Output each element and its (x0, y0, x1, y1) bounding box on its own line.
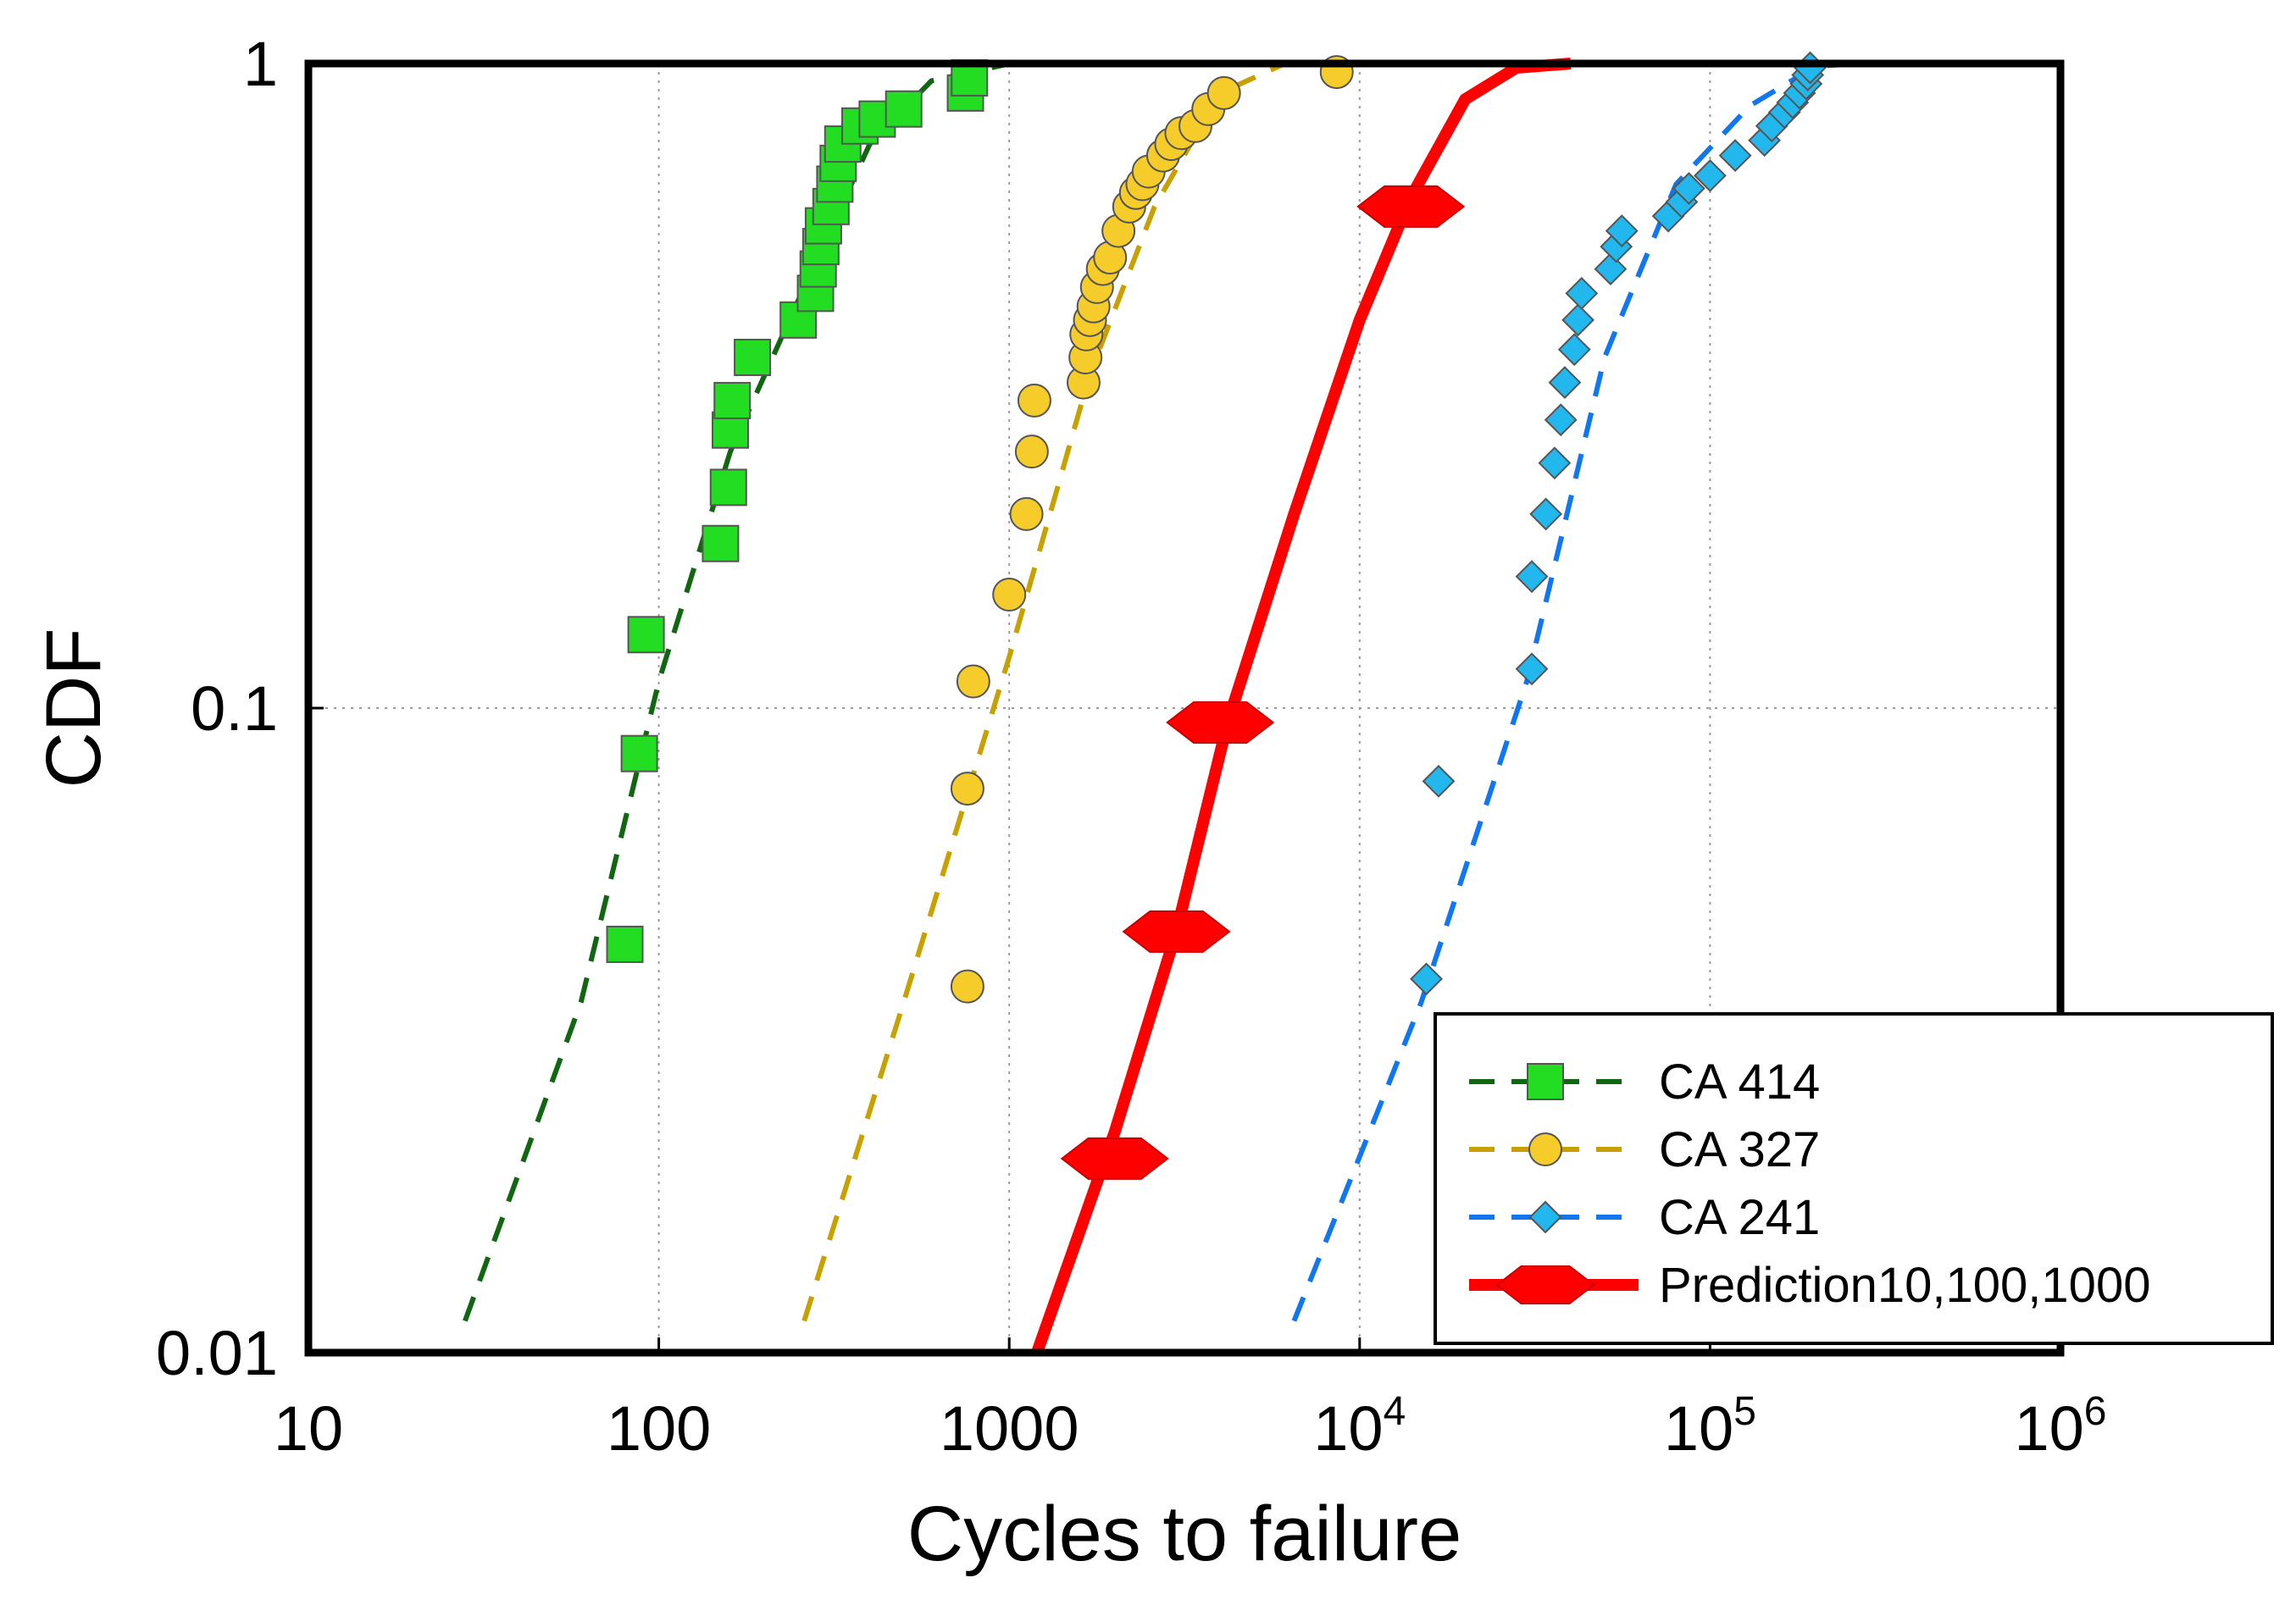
series-3-point (1548, 366, 1582, 399)
series-2-point (1009, 496, 1044, 531)
series-3-point (1594, 252, 1628, 285)
series-3-point (1672, 172, 1705, 205)
series-1-point (885, 90, 923, 128)
series-1-point (713, 381, 751, 419)
series-2-point (1014, 435, 1049, 469)
legend: CA 414 CA 327 CA 241 Prediction10,100,1000 (1434, 1012, 2274, 1345)
series-3-point (1529, 497, 1563, 531)
y-tick-label: 0.01 (156, 1318, 278, 1388)
plot-content (463, 51, 1856, 1355)
x-axis-title: Cycles to failure (907, 1491, 1461, 1577)
x-tick-label: 10 (274, 1393, 343, 1464)
y-axis-title: CDF (31, 628, 117, 788)
series-1-point (606, 925, 644, 963)
legend-label-2: CA 327 (1659, 1122, 1820, 1177)
series-3-point (1693, 158, 1727, 192)
y-tick-label: 0.1 (191, 673, 278, 744)
series-3-point (1544, 403, 1578, 437)
series-4-point (1122, 910, 1231, 953)
series-1-point (702, 524, 740, 562)
series-1-point (620, 734, 658, 772)
legend-marker-3 (1528, 1200, 1562, 1234)
legend-label-4: Prediction10,100,1000 (1659, 1258, 2150, 1313)
series-1-point (627, 616, 665, 654)
series-4-point (1166, 700, 1275, 744)
x-tick-label: 106 (2014, 1389, 2106, 1464)
series-4-fit-line (1031, 58, 1572, 1355)
x-tick-label: 100 (607, 1393, 711, 1464)
legend-marker-1 (1527, 1063, 1564, 1100)
axis-ticks: 10 100 1000 104 105 106 0.01 0.1 1 (156, 29, 2107, 1464)
series-1-fit-line (463, 61, 1010, 1322)
series-3-point (1561, 303, 1594, 337)
series-4-point (1356, 185, 1466, 228)
series-3-point (1718, 139, 1752, 172)
series-1-point (734, 338, 772, 376)
series-3-point (1515, 560, 1549, 594)
y-tick-label: 1 (243, 29, 278, 99)
series-2-point (956, 664, 990, 699)
series-2-point (992, 577, 1027, 612)
x-tick-label: 104 (1313, 1389, 1406, 1464)
series-3-point (1565, 276, 1599, 310)
legend-marker-4 (1495, 1265, 1595, 1304)
series-4-point (1060, 1137, 1169, 1180)
series-2-point (950, 969, 984, 1004)
legend-label-3: CA 241 (1659, 1190, 1820, 1245)
x-tick-label: 105 (1664, 1389, 1756, 1464)
series-3-point (1410, 962, 1443, 996)
legend-marker-2 (1528, 1132, 1562, 1166)
series-2-point (950, 772, 984, 806)
grid-lines (308, 64, 2060, 1353)
legend-label-1: CA 414 (1659, 1055, 1820, 1110)
x-tick-label: 1000 (940, 1393, 1079, 1464)
series-2-fit-line (801, 62, 1284, 1322)
series-3-point (1605, 214, 1639, 247)
series-2-point (1206, 75, 1241, 110)
series-3-point (1538, 446, 1572, 480)
series-1-point (709, 468, 747, 507)
series-2-point (1017, 383, 1051, 418)
series-3-point (1422, 764, 1456, 798)
series-3-point (1515, 652, 1549, 686)
series-3-point (1557, 333, 1591, 367)
